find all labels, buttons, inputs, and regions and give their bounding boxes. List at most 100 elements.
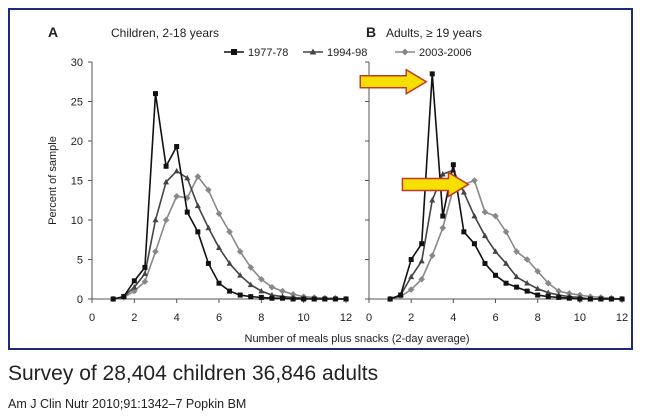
data-point-1994-98 <box>247 281 254 288</box>
y-tick-label: 25 <box>71 97 83 109</box>
data-point-1977-78 <box>408 257 414 262</box>
data-point-1977-78 <box>174 144 180 150</box>
data-point-1977-78 <box>429 71 435 77</box>
x-tick-label: 2 <box>131 312 137 324</box>
x-tick-label: 12 <box>616 312 628 324</box>
data-point-1977-78 <box>237 292 243 298</box>
data-point-1977-78 <box>577 296 583 302</box>
data-point-1977-78 <box>587 296 593 302</box>
y-tick-label: 0 <box>77 294 83 306</box>
data-point-1977-78 <box>556 294 562 300</box>
panel-title-a: Children, 2-18 years <box>111 26 219 40</box>
x-tick-label: 12 <box>340 312 352 324</box>
x-tick-label: 10 <box>574 312 586 324</box>
data-point-1977-78 <box>419 241 425 247</box>
data-point-2003-2006 <box>194 173 202 180</box>
data-point-2003-2006 <box>268 283 276 291</box>
y-tick-label: 5 <box>77 255 83 267</box>
data-point-1977-78 <box>153 91 158 97</box>
data-point-1977-78 <box>184 209 190 215</box>
data-point-1977-78 <box>619 296 625 302</box>
y-axis-label: Percent of sample <box>47 136 59 225</box>
data-point-2003-2006 <box>173 193 180 200</box>
legend-marker-1977-78 <box>231 49 237 55</box>
caption-survey-size: Survey of 28,404 children 36,846 adults <box>8 362 379 385</box>
data-point-1977-78 <box>471 241 477 247</box>
data-point-1994-98 <box>226 260 233 266</box>
data-point-1994-98 <box>534 285 541 292</box>
data-point-1977-78 <box>311 296 317 302</box>
data-point-1977-78 <box>343 296 349 302</box>
panel-title-b: Adults, ≥ 19 years <box>386 26 482 40</box>
legend-label-1977-78: 1977-78 <box>248 47 288 59</box>
data-point-1977-78 <box>608 296 614 302</box>
data-point-1977-78 <box>566 295 572 301</box>
data-point-1977-78 <box>205 260 211 266</box>
data-point-1977-78 <box>503 280 509 286</box>
data-point-1994-98 <box>408 273 415 280</box>
data-point-1994-98 <box>163 178 170 185</box>
data-point-2003-2006 <box>131 287 138 295</box>
data-point-2003-2006 <box>534 268 541 275</box>
data-point-2003-2006 <box>162 216 170 224</box>
data-point-2003-2006 <box>152 248 159 255</box>
data-point-2003-2006 <box>439 224 447 232</box>
y-tick-label: 10 <box>71 215 83 227</box>
data-point-1977-78 <box>301 296 307 302</box>
data-point-2003-2006 <box>481 208 489 216</box>
data-point-1977-78 <box>142 264 148 270</box>
data-point-1994-98 <box>131 283 138 290</box>
data-point-1977-78 <box>195 229 201 235</box>
data-point-2003-2006 <box>513 248 520 255</box>
data-point-1994-98 <box>439 170 446 177</box>
data-point-1977-78 <box>545 294 551 300</box>
y-tick-label: 20 <box>71 136 83 148</box>
data-point-1994-98 <box>492 248 499 254</box>
data-point-1994-98 <box>481 232 488 239</box>
x-tick-label: 8 <box>258 312 264 324</box>
data-point-1977-78 <box>131 278 137 284</box>
data-point-1977-78 <box>110 296 116 302</box>
data-point-1994-98 <box>152 216 159 223</box>
data-point-1977-78 <box>598 296 604 302</box>
data-point-1977-78 <box>290 296 296 302</box>
caption-citation: Am J Clin Nutr 2010;91:1342–7 Popkin BM <box>8 397 247 411</box>
data-point-2003-2006 <box>555 287 563 295</box>
x-tick-label: 10 <box>298 312 310 324</box>
data-point-2003-2006 <box>544 279 552 287</box>
data-point-2003-2006 <box>492 212 499 220</box>
x-tick-label: 2 <box>408 312 414 324</box>
data-point-1994-98 <box>173 167 180 174</box>
data-point-1994-98 <box>237 272 244 278</box>
data-point-1994-98 <box>194 202 201 209</box>
data-point-1977-78 <box>535 292 541 298</box>
x-tick-label: 6 <box>492 312 498 324</box>
data-point-1994-98 <box>503 260 510 266</box>
data-point-1977-78 <box>258 294 264 300</box>
series-line-2003-2006 <box>113 175 347 300</box>
panel-label-a: A <box>48 24 58 40</box>
x-tick-label: 6 <box>216 312 222 324</box>
data-point-2003-2006 <box>502 228 510 236</box>
data-point-1977-78 <box>398 292 404 298</box>
data-point-1977-78 <box>216 280 222 286</box>
data-point-2003-2006 <box>236 248 244 255</box>
data-point-1977-78 <box>514 284 520 290</box>
data-point-2003-2006 <box>205 186 212 194</box>
data-point-1994-98 <box>205 224 212 231</box>
x-tick-label: 4 <box>450 312 456 324</box>
data-point-2003-2006 <box>141 278 149 285</box>
data-point-1977-78 <box>163 163 169 169</box>
data-point-1994-98 <box>418 257 425 264</box>
highlight-arrow-2 <box>401 171 470 198</box>
data-point-2003-2006 <box>279 287 286 295</box>
data-point-1977-78 <box>227 288 233 294</box>
data-point-2003-2006 <box>247 264 255 271</box>
data-point-2003-2006 <box>523 256 531 263</box>
highlight-arrow-1 <box>359 68 428 96</box>
data-point-1977-78 <box>248 294 254 300</box>
data-point-1977-78 <box>121 294 127 300</box>
legend-marker-2003-2006 <box>401 48 409 56</box>
panel-label-b: B <box>366 24 376 40</box>
data-point-1977-78 <box>440 213 446 219</box>
